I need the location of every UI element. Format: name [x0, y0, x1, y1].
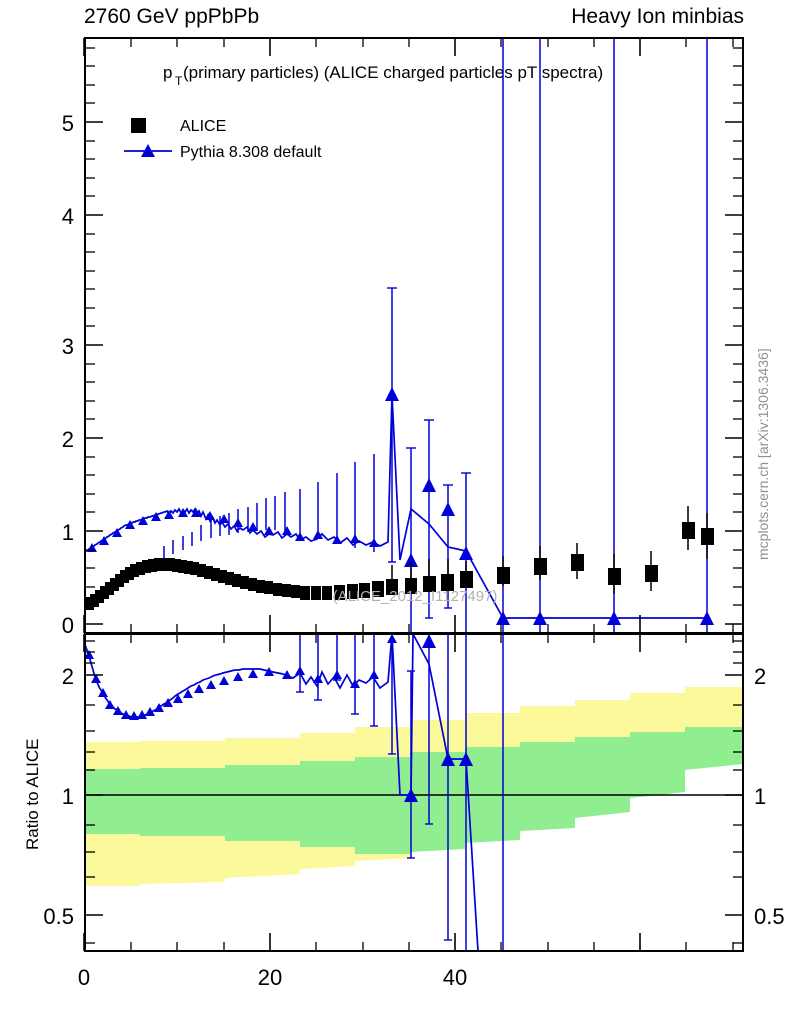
main-data-area: [85, 38, 714, 633]
header-right-label: Heavy Ion minbias: [571, 5, 744, 28]
xtick-0: 0: [78, 965, 90, 990]
plot-title-subscript: T: [175, 74, 183, 88]
legend-label-alice: ALICE: [180, 118, 226, 135]
ratio-y-axis-label: Ratio to ALICE: [23, 738, 42, 850]
ratio-ytick-05-right: 0.5: [754, 904, 785, 929]
pythia-ratio-markers: [85, 634, 473, 802]
main-panel: p T (primary particles) (ALICE charged p…: [62, 37, 744, 638]
xtick-40: 40: [443, 965, 467, 990]
ratio-ytick-1-right: 1: [754, 784, 766, 809]
main-ytick-5: 5: [62, 111, 74, 136]
main-ytick-2: 2: [62, 427, 74, 452]
ratio-ytick-2-left: 2: [62, 664, 74, 689]
ratio-panel: 2 1 0.5 2 1 0.5 Ratio to ALICE: [23, 633, 785, 990]
ratio-ytick-05-left: 0.5: [43, 904, 74, 929]
alice-markers-main: [85, 522, 714, 610]
legend-marker-pythia: [141, 144, 155, 157]
ratio-y-axis: 2 1 0.5 2 1 0.5 Ratio to ALICE: [23, 640, 785, 944]
main-ytick-4: 4: [62, 204, 74, 229]
legend-label-pythia: Pythia 8.308 default: [180, 144, 322, 161]
main-ytick-0: 0: [62, 613, 74, 638]
main-ytick-1: 1: [62, 520, 74, 545]
main-y-axis: 0 1 2 3 4 5: [62, 47, 743, 638]
header-left-label: 2760 GeV ppPbPb: [84, 5, 259, 28]
ratio-ytick-2-right: 2: [754, 664, 766, 689]
main-ytick-3: 3: [62, 334, 74, 359]
analysis-watermark: (ALICE_2012_I1127497): [333, 588, 498, 605]
credit-label: mcplots.cern.ch [arXiv:1306.3436]: [755, 348, 771, 560]
pythia-markers-main: [87, 387, 714, 625]
plot-title-rest: (primary particles) (ALICE charged parti…: [183, 63, 603, 82]
plot-title-p: p: [163, 63, 172, 82]
main-x-axis-ticks: [83, 38, 734, 633]
legend: ALICE Pythia 8.308 default: [124, 118, 322, 161]
xtick-20: 20: [258, 965, 282, 990]
ratio-ytick-1-left: 1: [62, 784, 74, 809]
ratio-x-axis: 0 20 40: [78, 634, 734, 990]
ratio-panel-frame: [84, 633, 744, 952]
legend-marker-alice: [131, 118, 146, 133]
